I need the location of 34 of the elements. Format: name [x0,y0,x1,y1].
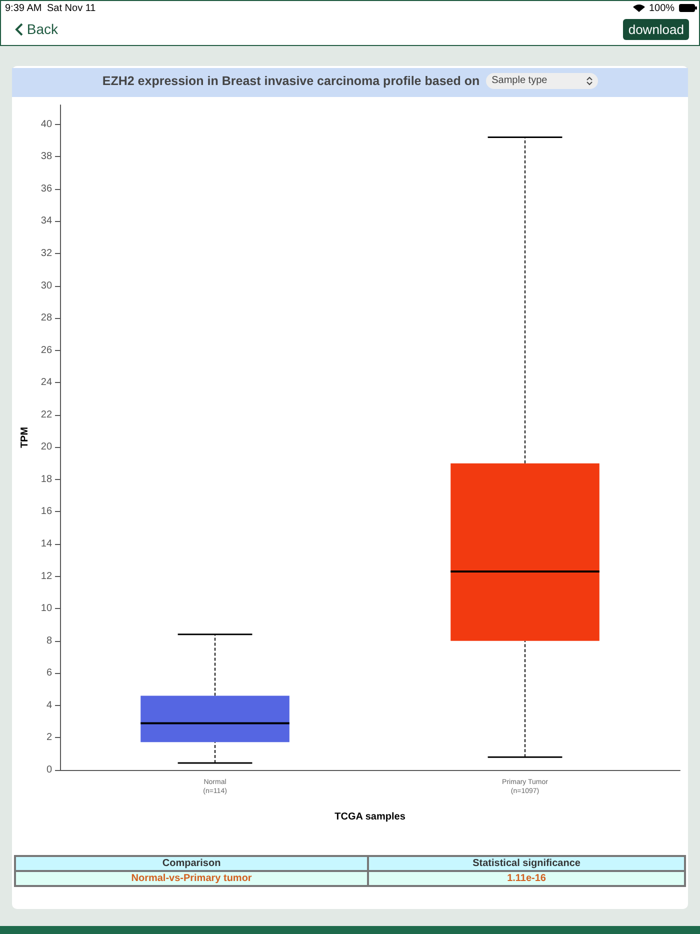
text: 100% [649,3,675,14]
y-tick-label: 24 [40,377,52,388]
text: Sat Nov 11 [47,3,96,14]
y-tick-label: 18 [40,474,52,485]
y-tick-label: 12 [40,570,52,582]
y-tick-label: 32 [40,248,52,259]
text: Comparison [15,856,368,871]
y-tick-label: 16 [40,506,52,518]
y-tick-label: 36 [40,183,52,194]
y-tick-label: 10 [40,603,52,614]
x-axis-title: TCGA samples [334,812,406,822]
y-tick-label: 4 [46,700,52,711]
y-axis-title: TPM [20,426,30,448]
y-tick-label: 14 [40,538,52,550]
y-tick-label: 22 [40,409,52,420]
y-tick-label: 34 [40,216,52,227]
text: download [628,22,684,37]
y-tick-label: 26 [40,344,52,356]
text: Sample type [492,75,548,86]
y-tick-label: 20 [40,442,52,453]
text: Back [26,21,58,37]
y-tick-label: 2 [46,732,52,744]
y-tick-label: 0 [46,764,52,776]
text: 9:39 AM [5,3,42,14]
y-tick-label: 6 [46,668,52,679]
text: Normal-vs-Primary tumor [15,871,368,886]
y-tick-label: 28 [40,312,52,324]
chart-title: EZH2 expression in Breast invasive carcinoma profile based on [102,74,480,88]
text: 1.11e-16 [368,871,685,886]
y-tick-label: 30 [40,280,52,292]
text: Statistical significance [368,856,685,871]
y-tick-label: 8 [46,635,52,646]
y-tick-label: 40 [40,118,52,130]
y-tick-label: 38 [40,151,52,162]
